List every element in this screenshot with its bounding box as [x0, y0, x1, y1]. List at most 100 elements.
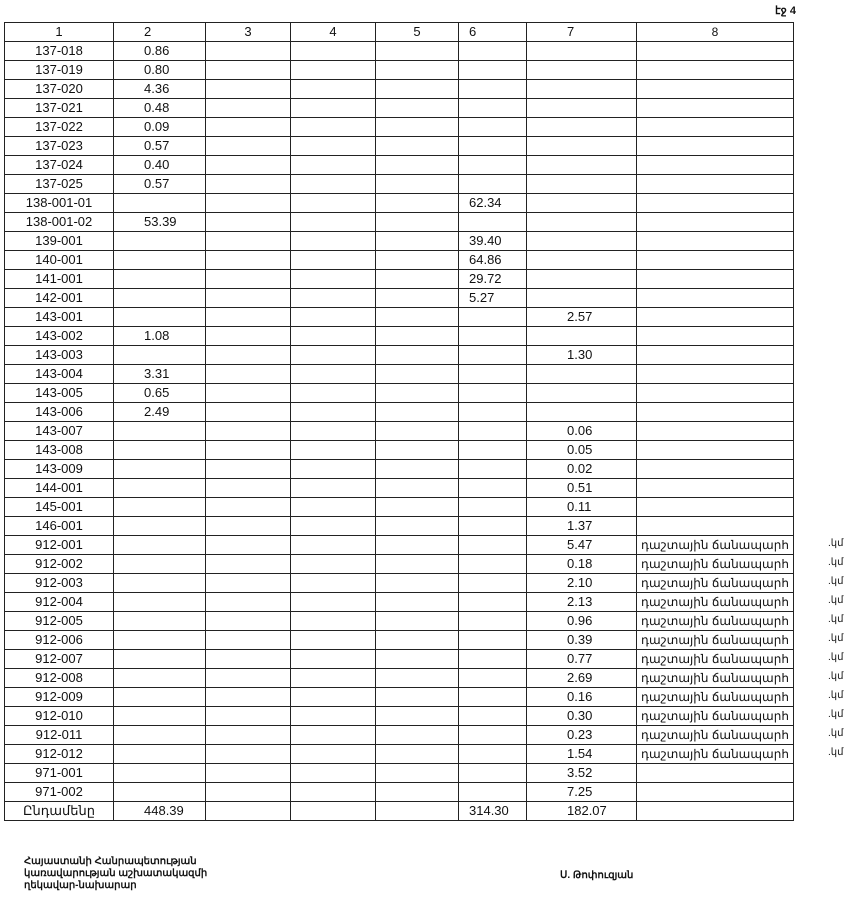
cell — [113, 725, 206, 745]
cell — [290, 250, 376, 270]
cell — [205, 611, 291, 631]
cell — [458, 174, 527, 194]
cell — [290, 440, 376, 460]
cell — [205, 649, 291, 669]
cell — [205, 250, 291, 270]
cell: 3.31 — [113, 364, 206, 384]
cell — [290, 79, 376, 99]
total-row: Ընդամենը 448.39 314.30 182.07 — [4, 801, 794, 821]
cell: 143-006 — [4, 402, 114, 422]
cell — [205, 307, 291, 327]
cell — [375, 687, 459, 707]
cell — [458, 383, 527, 403]
cell — [636, 364, 794, 384]
cell: 912-006 — [4, 630, 114, 650]
cell — [458, 725, 527, 745]
cell — [290, 155, 376, 175]
cell — [458, 478, 527, 498]
column-header: 8 — [636, 22, 794, 42]
cell: 142-001 — [4, 288, 114, 308]
cell — [636, 763, 794, 783]
cell: 64.86 — [458, 250, 527, 270]
cell — [290, 383, 376, 403]
cell — [290, 535, 376, 555]
cell: 137-020 — [4, 79, 114, 99]
cell: 912-005 — [4, 611, 114, 631]
cell — [375, 269, 459, 289]
cell — [375, 41, 459, 61]
table-row: 912-002 0.18 դաշտային ճանապարհ — [4, 554, 794, 574]
cell — [205, 459, 291, 479]
cell — [458, 421, 527, 441]
cell — [375, 136, 459, 156]
cell — [458, 402, 527, 422]
cell — [205, 421, 291, 441]
cell — [636, 174, 794, 194]
cell: 0.86 — [113, 41, 206, 61]
cell — [205, 782, 291, 802]
cell — [458, 668, 527, 688]
total-label: Ընդամենը — [4, 801, 114, 821]
table-row: 145-001 0.11 — [4, 497, 794, 517]
cell — [458, 706, 527, 726]
cell — [636, 60, 794, 80]
cell — [113, 307, 206, 327]
cell — [636, 516, 794, 536]
cell: 29.72 — [458, 269, 527, 289]
cell: դաշտային ճանապարհ — [636, 668, 794, 688]
cell — [205, 345, 291, 365]
cell — [636, 345, 794, 365]
cell: 2.69 — [526, 668, 637, 688]
cell — [636, 41, 794, 61]
table-row: 143-002 1.08 — [4, 326, 794, 346]
cell — [375, 212, 459, 232]
cell — [205, 326, 291, 346]
table-row: 137-024 0.40 — [4, 155, 794, 175]
cell — [113, 573, 206, 593]
cell — [375, 231, 459, 251]
cell: 0.80 — [113, 60, 206, 80]
table-row: 137-018 0.86 — [4, 41, 794, 61]
table-row: 912-011 0.23 դաշտային ճանապարհ — [4, 725, 794, 745]
cell — [113, 345, 206, 365]
cell — [290, 326, 376, 346]
cell — [458, 630, 527, 650]
cell — [205, 687, 291, 707]
table-row: 137-023 0.57 — [4, 136, 794, 156]
cell — [636, 136, 794, 156]
cell — [205, 212, 291, 232]
cell — [458, 535, 527, 555]
cell: 0.48 — [113, 98, 206, 118]
cell — [205, 478, 291, 498]
cell — [205, 193, 291, 213]
cell — [375, 250, 459, 270]
cell — [290, 706, 376, 726]
cell: 137-018 — [4, 41, 114, 61]
cell: 141-001 — [4, 269, 114, 289]
cell: 2.49 — [113, 402, 206, 422]
cell — [290, 98, 376, 118]
cell — [375, 345, 459, 365]
cell — [636, 269, 794, 289]
cell — [526, 117, 637, 137]
cell — [526, 155, 637, 175]
cell: 0.09 — [113, 117, 206, 137]
cell — [458, 212, 527, 232]
cell — [375, 421, 459, 441]
cell — [375, 364, 459, 384]
table-row: 912-010 0.30 դաշտային ճանապարհ — [4, 706, 794, 726]
table-row: 912-009 0.16 դաշտային ճանապարհ — [4, 687, 794, 707]
footer-line: կառավարության աշխատակազմի — [24, 868, 208, 879]
cell — [113, 649, 206, 669]
cell — [290, 744, 376, 764]
cell — [290, 573, 376, 593]
cell — [458, 744, 527, 764]
cell: 53.39 — [113, 212, 206, 232]
cell — [290, 41, 376, 61]
cell — [458, 687, 527, 707]
cell — [458, 440, 527, 460]
cell — [636, 98, 794, 118]
cell: 143-009 — [4, 459, 114, 479]
cell — [458, 41, 527, 61]
cell — [636, 383, 794, 403]
